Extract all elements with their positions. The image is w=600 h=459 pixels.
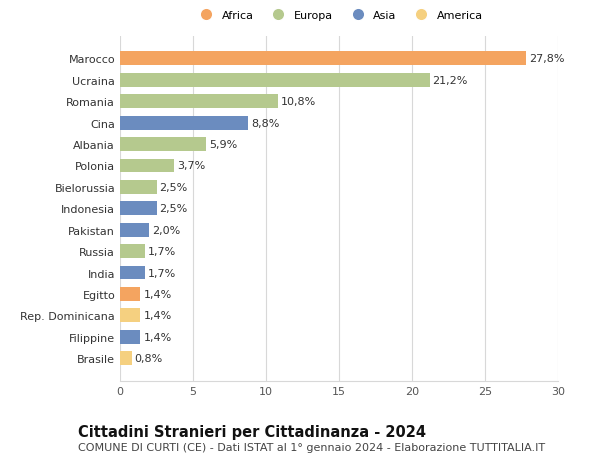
Text: 10,8%: 10,8% <box>281 97 316 107</box>
Bar <box>120 52 526 66</box>
Bar <box>120 309 140 323</box>
Text: 1,7%: 1,7% <box>148 268 176 278</box>
Text: 2,5%: 2,5% <box>160 204 188 214</box>
Text: Cittadini Stranieri per Cittadinanza - 2024: Cittadini Stranieri per Cittadinanza - 2… <box>78 425 426 440</box>
Text: COMUNE DI CURTI (CE) - Dati ISTAT al 1° gennaio 2024 - Elaborazione TUTTITALIA.I: COMUNE DI CURTI (CE) - Dati ISTAT al 1° … <box>78 442 545 452</box>
Text: 3,7%: 3,7% <box>177 161 205 171</box>
Bar <box>120 95 278 109</box>
Text: 1,4%: 1,4% <box>143 289 172 299</box>
Bar <box>120 223 149 237</box>
Text: 2,0%: 2,0% <box>152 225 181 235</box>
Bar <box>120 245 145 258</box>
Text: 0,8%: 0,8% <box>134 353 163 364</box>
Bar <box>120 117 248 130</box>
Text: 1,4%: 1,4% <box>143 332 172 342</box>
Bar <box>120 266 145 280</box>
Text: 2,5%: 2,5% <box>160 183 188 192</box>
Bar <box>120 287 140 301</box>
Text: 21,2%: 21,2% <box>433 76 468 86</box>
Bar <box>120 352 131 365</box>
Text: 1,7%: 1,7% <box>148 246 176 257</box>
Text: 8,8%: 8,8% <box>251 118 280 129</box>
Text: 1,4%: 1,4% <box>143 311 172 321</box>
Bar <box>120 138 206 152</box>
Bar <box>120 202 157 216</box>
Legend: Africa, Europa, Asia, America: Africa, Europa, Asia, America <box>196 11 482 21</box>
Text: 27,8%: 27,8% <box>529 54 564 64</box>
Bar <box>120 159 174 173</box>
Bar <box>120 180 157 195</box>
Bar <box>120 74 430 88</box>
Text: 5,9%: 5,9% <box>209 140 238 150</box>
Bar <box>120 330 140 344</box>
